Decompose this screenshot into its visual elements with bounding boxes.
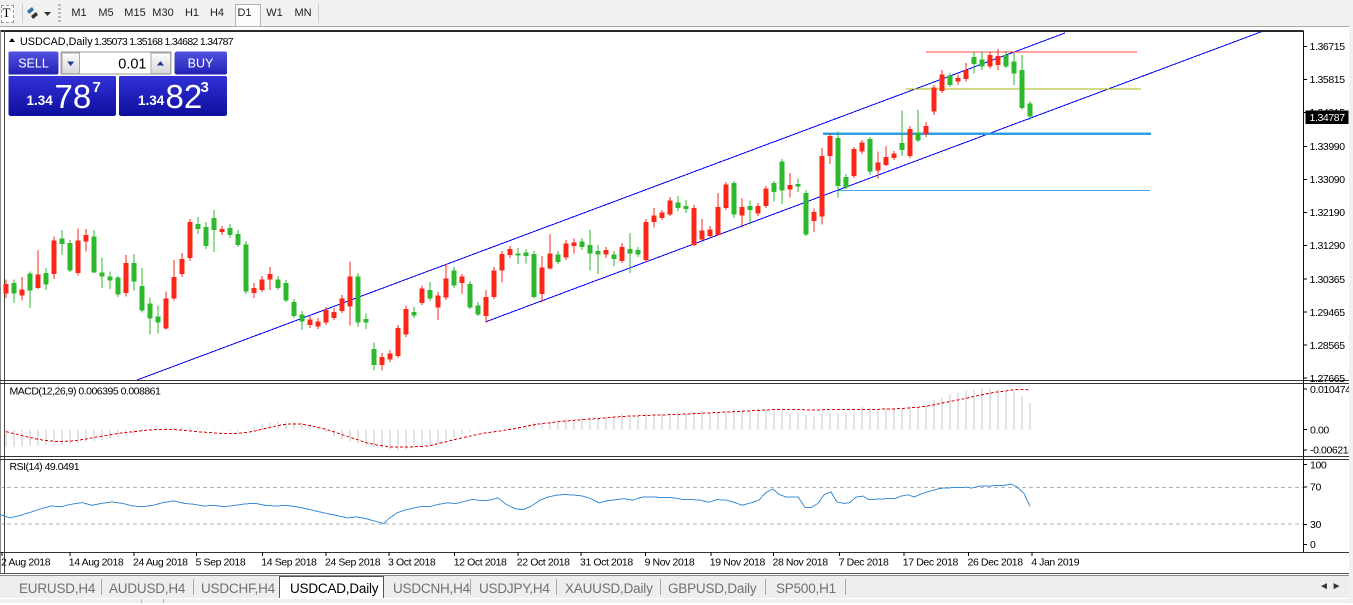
svg-text:9 Nov 2018: 9 Nov 2018	[645, 557, 695, 569]
svg-text:2 Aug 2018: 2 Aug 2018	[1, 557, 51, 569]
svg-text:0.00: 0.00	[1310, 425, 1329, 437]
svg-text:78: 78	[55, 78, 92, 115]
svg-text:1.34: 1.34	[138, 93, 165, 108]
svg-text:0.010474: 0.010474	[1310, 384, 1351, 396]
svg-text:70: 70	[1310, 482, 1321, 494]
svg-text:MACD(12,26,9) 0.006395 0.00886: MACD(12,26,9) 0.006395 0.008861	[10, 386, 162, 398]
svg-text:1.30365: 1.30365	[1310, 274, 1346, 286]
svg-text:7: 7	[93, 79, 101, 96]
svg-text:30: 30	[1310, 519, 1321, 531]
svg-text:1.28565: 1.28565	[1310, 340, 1346, 352]
svg-text:1.36715: 1.36715	[1310, 41, 1346, 53]
svg-text:1.33090: 1.33090	[1310, 174, 1346, 186]
svg-text:7 Dec 2018: 7 Dec 2018	[839, 557, 889, 569]
svg-text:1.27665: 1.27665	[1310, 373, 1346, 385]
svg-text:22 Oct 2018: 22 Oct 2018	[517, 557, 570, 569]
svg-text:RSI(14) 49.0491: RSI(14) 49.0491	[10, 461, 80, 473]
svg-text:1.34: 1.34	[27, 93, 54, 108]
svg-text:12 Oct 2018: 12 Oct 2018	[454, 557, 507, 569]
svg-text:14 Aug 2018: 14 Aug 2018	[69, 557, 124, 569]
svg-text:1.32190: 1.32190	[1310, 207, 1346, 219]
svg-text:1.31290: 1.31290	[1310, 240, 1346, 252]
svg-text:3 Oct 2018: 3 Oct 2018	[388, 557, 436, 569]
svg-text:14 Sep 2018: 14 Sep 2018	[261, 557, 317, 569]
svg-text:0.01: 0.01	[118, 57, 146, 73]
svg-text:1.35815: 1.35815	[1310, 74, 1346, 86]
svg-text:1.35073 1.35168 1.34682 1.3478: 1.35073 1.35168 1.34682 1.34787	[94, 36, 234, 48]
svg-text:SELL: SELL	[18, 57, 49, 71]
svg-text:19 Nov 2018: 19 Nov 2018	[710, 557, 766, 569]
svg-text:-0.006218: -0.006218	[1310, 445, 1353, 457]
svg-text:1.34787: 1.34787	[1310, 112, 1346, 124]
svg-text:24 Aug 2018: 24 Aug 2018	[133, 557, 188, 569]
svg-text:3: 3	[201, 79, 209, 96]
svg-text:17 Dec 2018: 17 Dec 2018	[903, 557, 959, 569]
svg-text:USDCAD,Daily: USDCAD,Daily	[20, 36, 93, 48]
svg-text:82: 82	[166, 78, 203, 115]
svg-text:BUY: BUY	[188, 57, 214, 71]
svg-text:31 Oct 2018: 31 Oct 2018	[580, 557, 633, 569]
svg-text:0: 0	[1310, 539, 1316, 551]
svg-text:100: 100	[1310, 459, 1327, 471]
svg-text:26 Dec 2018: 26 Dec 2018	[968, 557, 1024, 569]
svg-text:28 Nov 2018: 28 Nov 2018	[773, 557, 829, 569]
svg-text:5 Sep 2018: 5 Sep 2018	[196, 557, 246, 569]
svg-text:1.33990: 1.33990	[1310, 141, 1346, 153]
svg-text:24 Sep 2018: 24 Sep 2018	[325, 557, 381, 569]
svg-text:4 Jan 2019: 4 Jan 2019	[1031, 557, 1080, 569]
svg-text:1.29465: 1.29465	[1310, 307, 1346, 319]
